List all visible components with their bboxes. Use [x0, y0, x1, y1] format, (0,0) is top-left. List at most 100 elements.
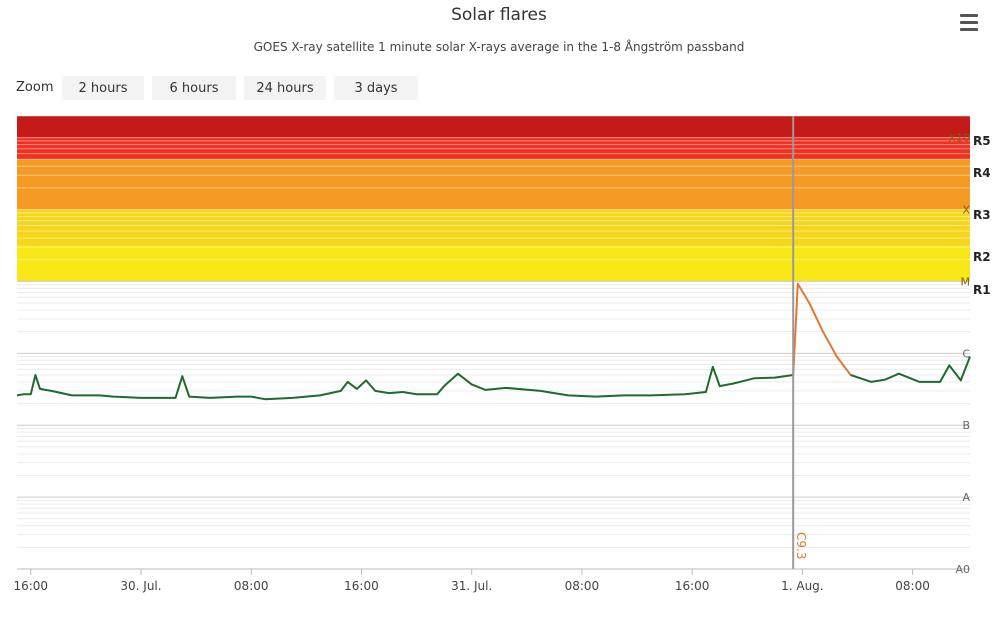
x-tick-label: 31. Jul.	[451, 579, 492, 593]
data-point	[443, 385, 445, 387]
zoom-2-hours-button[interactable]: 2 hours	[62, 76, 144, 100]
data-point	[319, 395, 321, 397]
x-tick-label: 16:00	[344, 579, 379, 593]
data-point	[39, 388, 41, 390]
menu-bar	[960, 27, 978, 31]
data-point	[140, 397, 142, 399]
data-point	[356, 388, 358, 390]
r-level-label: R1	[973, 283, 991, 297]
data-point	[374, 390, 376, 392]
crosshair-label: C9.3	[794, 532, 808, 559]
data-point	[250, 396, 252, 398]
r-level-label: R2	[973, 250, 991, 264]
data-point	[733, 383, 735, 385]
x-tick-label: 1. Aug.	[781, 579, 824, 593]
zoom-label: Zoom	[16, 80, 54, 95]
band-r2	[17, 209, 970, 246]
background-segment	[16, 365, 794, 401]
data-point	[71, 395, 73, 397]
data-point	[949, 365, 951, 367]
chart-title: Solar flares	[451, 5, 547, 25]
x-tick-label: 16:00	[13, 579, 48, 593]
data-point	[505, 387, 507, 389]
zoom-6-hours-button[interactable]: 6 hours	[152, 76, 236, 100]
data-point	[292, 397, 294, 399]
band-r1	[17, 245, 970, 282]
data-point	[51, 390, 53, 392]
zoom-3-days-button[interactable]: 3 days	[334, 76, 418, 100]
data-point	[939, 381, 941, 383]
class-label: M	[961, 275, 971, 288]
data-point	[712, 366, 714, 368]
data-point	[809, 302, 811, 304]
data-point	[23, 393, 25, 395]
x-tick-label: 08:00	[895, 579, 930, 593]
flare-segment	[792, 282, 852, 376]
crosshair: C9.3	[792, 116, 808, 569]
data-point	[113, 396, 115, 398]
chart-subtitle: GOES X-ray satellite 1 minute solar X-ra…	[253, 40, 745, 54]
data-point	[471, 384, 473, 386]
data-point	[650, 395, 652, 397]
r-level-label: R5	[973, 134, 991, 148]
class-label: X	[962, 204, 970, 217]
flux-series	[16, 282, 971, 401]
class-label: X10	[948, 132, 970, 145]
x-tick-label: 08:00	[565, 579, 600, 593]
x-axis: 16:00 30. Jul. 08:00 16:00 31. Jul. 08:00 16:0…	[13, 569, 930, 593]
data-point	[99, 395, 101, 397]
data-point	[30, 393, 32, 395]
data-point	[154, 397, 156, 399]
data-point	[622, 395, 624, 397]
data-point	[850, 374, 852, 376]
data-point	[822, 331, 824, 333]
radio-blackout-bands	[17, 116, 970, 282]
x-tick-label: 08:00	[234, 579, 269, 593]
background-segment	[850, 356, 971, 383]
x-tick-label: 30. Jul.	[120, 579, 161, 593]
data-point	[402, 391, 404, 393]
data-point	[35, 374, 37, 376]
data-point	[567, 395, 569, 397]
band-r5	[17, 116, 970, 138]
data-point	[705, 391, 707, 393]
data-point	[719, 385, 721, 387]
data-point	[898, 373, 900, 375]
hamburger-menu-icon[interactable]	[956, 10, 982, 34]
data-point	[753, 378, 755, 380]
data-point	[836, 356, 838, 358]
data-point	[919, 381, 921, 383]
menu-bar	[960, 13, 978, 17]
data-point	[209, 397, 211, 399]
data-point	[175, 397, 177, 399]
data-point	[16, 395, 18, 397]
data-point	[485, 389, 487, 391]
band-r3	[17, 159, 970, 210]
r-scale-labels: R5 R4 R3 R2 R1	[973, 134, 991, 297]
data-point	[457, 373, 459, 375]
data-point	[388, 392, 390, 394]
data-point	[797, 283, 799, 285]
class-label: B	[962, 419, 970, 432]
r-level-label: R3	[973, 208, 991, 222]
data-point	[960, 380, 962, 382]
data-point	[684, 393, 686, 395]
class-label: A	[962, 491, 970, 504]
r-level-label: R4	[973, 166, 991, 180]
class-label: C	[962, 347, 970, 360]
data-point	[264, 398, 266, 400]
data-point	[347, 381, 349, 383]
data-point	[884, 379, 886, 381]
class-label: A0	[955, 563, 970, 576]
data-point	[416, 393, 418, 395]
data-point	[188, 396, 190, 398]
data-point	[595, 396, 597, 398]
data-point	[182, 375, 184, 377]
data-point	[237, 396, 239, 398]
zoom-24-hours-button[interactable]: 24 hours	[244, 76, 326, 100]
data-point	[436, 393, 438, 395]
data-point	[774, 377, 776, 379]
class-labels: X10 X M C B A A0	[948, 132, 970, 576]
x-tick-label: 16:00	[675, 579, 710, 593]
